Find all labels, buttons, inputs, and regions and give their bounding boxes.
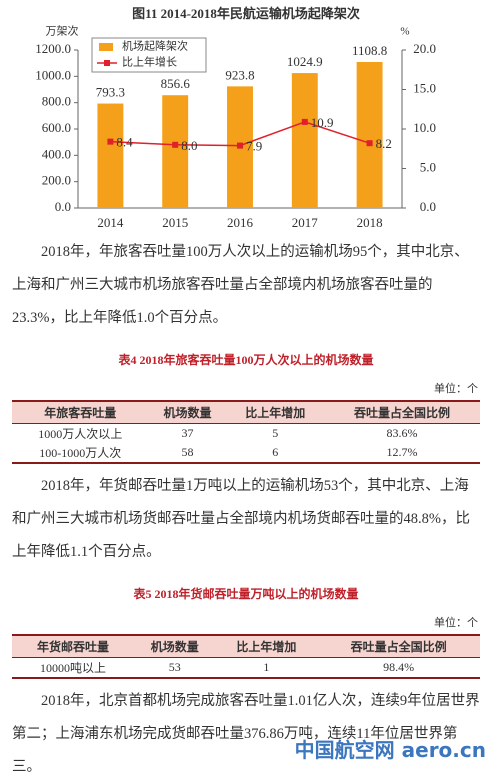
y-tick-label: 1000.0 — [35, 67, 71, 82]
table-cell: 83.6% — [386, 426, 418, 440]
paragraph: 2018年，年旅客吞吐量100万人次以上的运输机场95个，其中北京、上海和广州三… — [12, 244, 469, 326]
legend-swatch — [104, 60, 110, 66]
table-unit: 单位：个 — [434, 383, 478, 395]
table-row: 100-1000万人次 58 6 12.7% — [12, 443, 480, 464]
line-value-label: 8.2 — [376, 136, 392, 151]
table: 年货邮吞吐量 机场数量 比上年增加 吞吐量占全国比例 10000吨以上 53 1 98.4% — [12, 634, 480, 679]
y-tick-label: 0.0 — [55, 199, 71, 214]
table-cell: 10000吨以上 — [12, 657, 135, 679]
y-tick-label: 600.0 — [42, 120, 71, 135]
paragraph: 2018年，北京首都机场完成旅客吞吐量1.01亿人次，连续9年位居世界第二；上海… — [12, 693, 480, 775]
header-cell: 机场数量 — [148, 400, 227, 424]
line-marker — [107, 138, 114, 145]
table-cell: 5 — [272, 426, 279, 440]
line-value-label: 7.9 — [246, 139, 262, 154]
table-cell: 100-1000万人次 — [12, 443, 149, 464]
table-title: 表5 2018年货邮吞吐量万吨以上的机场数量 — [133, 587, 359, 601]
y-tick-label: 200.0 — [42, 173, 71, 188]
table-header: 年旅客吞吐量 机场数量 比上年增加 吞吐量占全国比例 — [12, 400, 480, 424]
watermark: 中国航空网 aero.cn — [294, 738, 486, 762]
y2-tick-label: 5.0 — [420, 159, 436, 174]
y2-tick-label: 15.0 — [413, 80, 436, 95]
y-tick-label: 800.0 — [42, 94, 71, 109]
table-header: 年货邮吞吐量 机场数量 比上年增加 吞吐量占全国比例 — [12, 634, 480, 658]
header-cell: 吞吐量占全国比例 — [317, 634, 480, 658]
y2-tick-label: 10.0 — [413, 120, 436, 135]
table-row: 10000吨以上 53 1 98.4% — [12, 657, 480, 679]
y-tick-label: 400.0 — [42, 146, 71, 161]
table-title: 表4 2018年旅客吞吐量100万人次以上的机场数量 — [118, 353, 374, 367]
legend-swatch — [99, 43, 113, 51]
legend-box — [91, 37, 207, 73]
bar — [162, 95, 189, 208]
line-marker — [237, 142, 243, 149]
table-row: 1000万人次以上 37 5 83.6% — [12, 424, 480, 444]
line-marker — [301, 118, 308, 125]
table-cell: 1000万人次以上 — [38, 427, 123, 441]
bar-value-label: 923.8 — [225, 67, 254, 82]
table-cell: 12.7% — [323, 443, 480, 464]
y-axis-label: 万架次 — [46, 24, 79, 38]
bar-value-label: 793.3 — [96, 85, 125, 100]
header-cell: 年货邮吞吐量 — [12, 634, 135, 658]
bar — [291, 73, 318, 208]
table-cell: 98.4% — [317, 657, 480, 679]
x-tick-label: 2015 — [162, 215, 188, 230]
line-marker — [366, 140, 373, 147]
paragraph: 2018年，年货邮吞吐量1万吨以上的运输机场53个，其中北京、上海和广州三大城市… — [12, 478, 470, 560]
table-cell: 53 — [134, 657, 216, 679]
legend-label: 比上年增长 — [122, 55, 177, 69]
line-value-label: 10.9 — [311, 115, 334, 130]
legend-label: 机场起降架次 — [122, 39, 188, 53]
chart: 图11 2014-2018年民航运输机场起降架次 万架次 % 0.0 200.0 4… — [35, 6, 436, 230]
header-cell: 吞吐量占全国比例 — [323, 400, 480, 424]
table-cell: 1 — [215, 657, 318, 679]
table-cell: 58 — [148, 443, 227, 464]
table-cell: 6 — [226, 443, 324, 464]
bar-value-label: 856.6 — [161, 76, 191, 91]
y-tick-label: 1200.0 — [35, 41, 71, 56]
x-tick-label: 2017 — [292, 215, 319, 230]
x-tick-label: 2014 — [97, 215, 124, 230]
table-unit: 单位：个 — [434, 617, 478, 629]
document: 2018年，年旅客吞吐量100万人次以上的运输机场95个，其中北京、上海和广州三… — [0, 236, 492, 784]
line-value-label: 8.4 — [116, 135, 133, 150]
table: 年旅客吞吐量 机场数量 比上年增加 吞吐量占全国比例 1000万人次以上 37 5 83.6%… — [12, 400, 480, 464]
header-cell: 机场数量 — [134, 634, 216, 658]
y2-tick-label: 20.0 — [413, 41, 436, 56]
line-value-label: 8.0 — [181, 138, 197, 153]
header-cell: 年旅客吞吐量 — [12, 400, 149, 424]
table-cell: 37 — [181, 426, 194, 440]
y2-tick-label: 0.0 — [420, 199, 436, 214]
bar-value-label: 1024.9 — [287, 54, 323, 69]
y2-axis-label: % — [400, 26, 409, 38]
bar — [97, 103, 124, 208]
bar-value-label: 1108.8 — [352, 43, 387, 58]
line-marker — [172, 141, 179, 148]
header-cell: 比上年增加 — [215, 634, 318, 658]
x-tick-label: 2016 — [227, 215, 254, 230]
header-cell: 比上年增加 — [226, 400, 324, 424]
x-tick-label: 2018 — [357, 215, 383, 230]
chart-title: 图11 2014-2018年民航运输机场起降架次 — [132, 6, 360, 21]
bar — [356, 62, 383, 209]
